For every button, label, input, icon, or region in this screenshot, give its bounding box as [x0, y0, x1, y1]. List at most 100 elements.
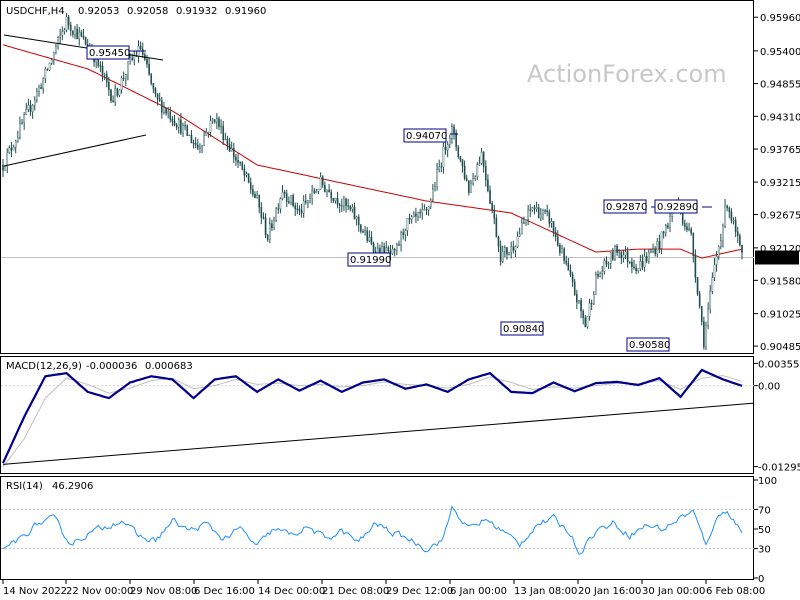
candle-body — [271, 223, 273, 229]
candle-body — [607, 263, 610, 265]
candle-body — [207, 132, 210, 134]
candle-body — [410, 216, 413, 220]
candle-body — [487, 179, 489, 191]
candle-body — [213, 119, 216, 123]
candle-body — [480, 151, 483, 164]
candle-body — [161, 100, 163, 113]
candle-body — [357, 216, 360, 226]
candle-body — [588, 303, 591, 317]
candle-body — [571, 274, 574, 282]
price-tick-label: 0.91580 — [760, 276, 800, 287]
rsi-title: RSI(14) 46.2906 — [6, 481, 93, 492]
candle-body — [235, 156, 237, 161]
candle-body — [468, 180, 470, 193]
candle-body — [277, 208, 280, 210]
candle-body — [631, 261, 633, 268]
candle-body — [510, 246, 512, 253]
candle-body — [739, 235, 741, 246]
candle-body — [347, 205, 349, 207]
candle-body — [387, 247, 390, 251]
candle-body — [163, 107, 165, 113]
candle-body — [55, 46, 57, 53]
price-callout-box — [347, 252, 391, 267]
candle-body — [559, 245, 561, 253]
candle-body — [355, 216, 358, 220]
candle-body — [141, 48, 144, 55]
rsi-tick-label: 30 — [758, 545, 771, 556]
time-tick-label: 13 Jan 08:00 — [514, 586, 577, 597]
candle-body — [177, 119, 180, 128]
candle-body — [734, 220, 737, 233]
price-tick-label: 0.94310 — [760, 112, 800, 123]
candle-body — [398, 244, 400, 246]
candle-body — [288, 201, 290, 203]
candle-body — [463, 165, 466, 179]
candle-body — [540, 213, 542, 219]
candle-body — [654, 249, 656, 255]
macd-line — [1, 368, 743, 464]
candle-body — [120, 77, 123, 91]
candle-body — [681, 212, 684, 224]
candle-body — [184, 125, 186, 127]
candle-body — [186, 125, 189, 136]
candle-body — [360, 224, 362, 232]
macd-value-signal: 0.000683 — [145, 361, 193, 372]
candle-body — [650, 251, 652, 253]
macd-title-text: MACD(12,26,9) — [6, 361, 82, 372]
candle-body — [197, 144, 199, 149]
candle-body — [686, 226, 688, 230]
candle-body — [643, 256, 646, 268]
candle-body — [603, 260, 606, 272]
candle-body — [307, 200, 309, 203]
candle-body — [516, 236, 519, 247]
candle-body — [190, 134, 193, 144]
candle-body — [523, 222, 525, 224]
candle-body — [546, 210, 548, 212]
candle-body — [67, 16, 70, 26]
candle-body — [38, 86, 40, 92]
candle-body — [332, 198, 335, 201]
candle-body — [529, 209, 532, 211]
candle-body — [260, 207, 263, 218]
candle-body — [211, 119, 214, 121]
candle-body — [317, 188, 320, 192]
time-tick-label: 21 Dec 08:00 — [322, 586, 389, 597]
rsi-y-axis: 100 70 50 30 0 — [754, 476, 777, 585]
candle-body — [262, 217, 265, 219]
candle-body — [567, 262, 570, 271]
candle-body — [254, 194, 256, 198]
candle-body — [741, 244, 743, 253]
macd-lines — [1, 368, 755, 468]
candle-body — [614, 245, 616, 260]
ohlc-low: 0.91932 — [176, 6, 217, 17]
candle-body — [622, 254, 625, 259]
candle-body — [29, 105, 32, 112]
candle-body — [493, 209, 496, 219]
candle-body — [343, 198, 345, 206]
candle-body — [169, 111, 172, 120]
candle-body — [10, 147, 13, 151]
ohlc-high: 0.92058 — [127, 6, 168, 17]
candle-body — [12, 146, 15, 151]
candle-body — [429, 199, 432, 207]
candle-body — [133, 55, 136, 60]
candle-body — [561, 248, 563, 253]
candle-body — [645, 256, 648, 262]
time-tick-label: 14 Nov 2022 — [3, 586, 67, 597]
candle-body — [4, 166, 6, 171]
candle-body — [459, 156, 462, 160]
candle-body — [283, 191, 286, 194]
candle-body — [548, 211, 551, 224]
candle-body — [427, 206, 430, 211]
price-callout-box — [403, 128, 447, 143]
candle-body — [525, 219, 527, 223]
candle-body — [351, 206, 354, 210]
candle-body — [715, 256, 718, 265]
candle-body — [730, 211, 733, 221]
candle-body — [499, 245, 502, 262]
candle-body — [446, 144, 449, 151]
rsi-panel — [0, 476, 754, 580]
candle-body — [264, 217, 267, 236]
price-tick-label: 0.94855 — [760, 80, 800, 91]
candle-body — [470, 182, 472, 193]
